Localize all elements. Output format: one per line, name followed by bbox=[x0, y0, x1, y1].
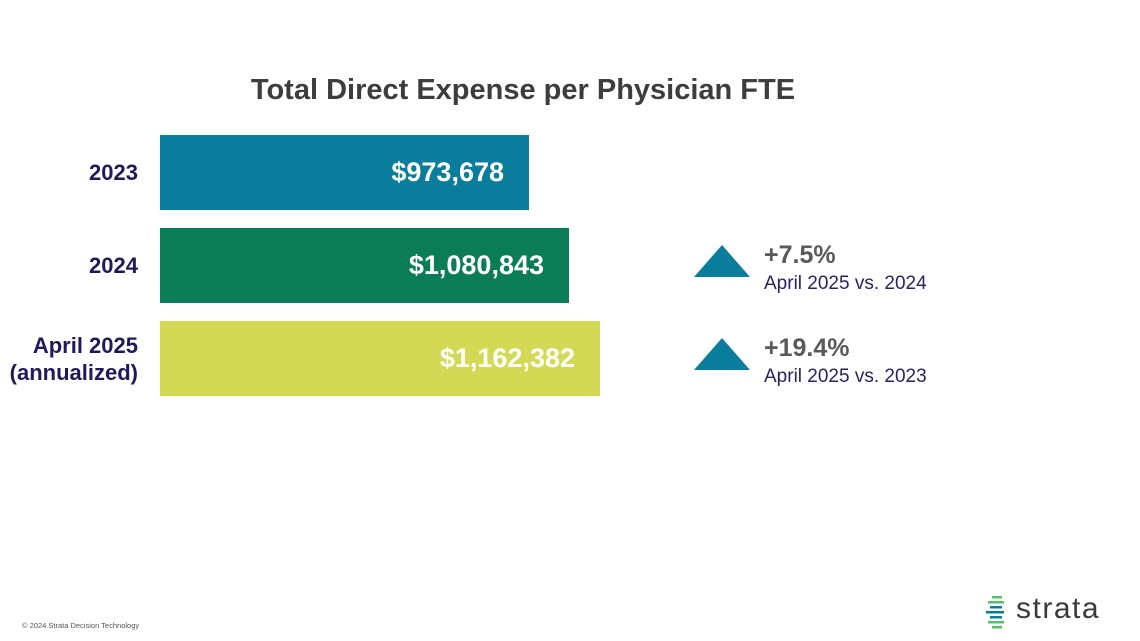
bar-value-label: $1,162,382 bbox=[439, 343, 575, 373]
strata-logo: strata bbox=[986, 590, 1126, 632]
bar-value-label: $973,678 bbox=[391, 157, 504, 187]
bar bbox=[160, 228, 569, 303]
category-label: 2023 bbox=[89, 160, 138, 185]
logo-text: strata bbox=[1016, 592, 1101, 625]
copyright-notice: © 2024 Strata Decision Technology bbox=[22, 621, 140, 630]
change-percent: +19.4% bbox=[764, 334, 850, 362]
up-triangle-icon bbox=[694, 245, 750, 277]
bar-value-label: $1,080,843 bbox=[408, 250, 544, 280]
category-label: 2024 bbox=[89, 253, 138, 278]
change-comparison: April 2025 vs. 2024 bbox=[764, 273, 927, 294]
change-comparison: April 2025 vs. 2023 bbox=[764, 366, 927, 387]
strata-stripes-icon bbox=[986, 596, 1004, 629]
bar bbox=[160, 321, 600, 396]
change-percent: +7.5% bbox=[764, 241, 836, 269]
chart-title: Total Direct Expense per Physician FTE bbox=[250, 74, 796, 106]
bar bbox=[160, 135, 529, 210]
category-label: April 2025 (annualized) bbox=[9, 332, 138, 385]
up-triangle-icon bbox=[694, 338, 750, 370]
